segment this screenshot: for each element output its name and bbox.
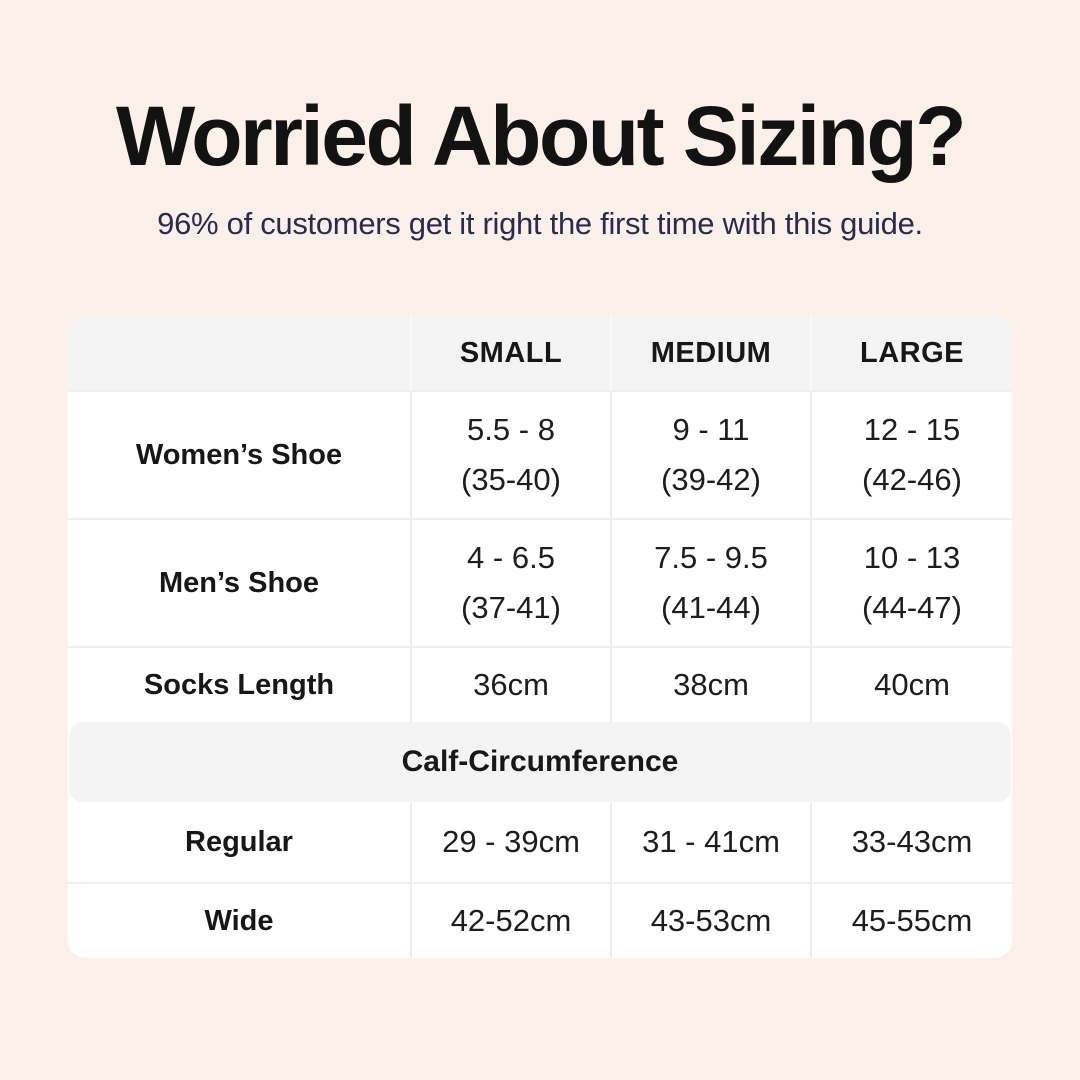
value-primary: 5.5 - 8	[467, 411, 555, 447]
value-primary: 12 - 15	[863, 411, 961, 447]
value-primary: 45-55cm	[851, 902, 973, 938]
cell-mens-large: 10 - 13 (44-47)	[810, 520, 1012, 646]
value-primary: 31 - 41cm	[642, 823, 780, 859]
cell-womens-small: 5.5 - 8 (35-40)	[410, 392, 610, 518]
cell-mens-small: 4 - 6.5 (37-41)	[410, 520, 610, 646]
cell-regular-small: 29 - 39cm	[410, 802, 610, 882]
row-label-wide: Wide	[204, 904, 274, 937]
section-header-calf-circumference: Calf-Circumference	[69, 722, 1011, 802]
cell-socks-medium: 38cm	[610, 648, 810, 722]
cell-socks-small: 36cm	[410, 648, 610, 722]
page-title: Worried About Sizing?	[115, 89, 967, 183]
row-label-mens-shoe: Men’s Shoe	[158, 566, 320, 599]
value-primary: 9 - 11	[672, 411, 750, 447]
page-subtitle: 96% of customers get it right the first …	[157, 206, 923, 241]
column-header-large: LARGE	[810, 316, 1012, 390]
value-primary: 4 - 6.5	[467, 539, 555, 575]
table-row-wide: Wide 42-52cm 43-53cm 45-55cm	[68, 882, 1012, 958]
column-header-medium: MEDIUM	[610, 316, 810, 390]
row-label-womens-shoe: Women’s Shoe	[135, 438, 343, 471]
value-secondary: (39-42)	[661, 462, 761, 497]
cell-mens-medium: 7.5 - 9.5 (41-44)	[610, 520, 810, 646]
cell-regular-medium: 31 - 41cm	[610, 802, 810, 882]
value-primary: 29 - 39cm	[442, 823, 580, 859]
cell-regular-large: 33-43cm	[810, 802, 1012, 882]
value-secondary: (37-41)	[461, 590, 561, 625]
table-row-regular: Regular 29 - 39cm 31 - 41cm 33-43cm	[68, 802, 1012, 882]
row-label-socks-length: Socks Length	[143, 668, 335, 701]
cell-womens-large: 12 - 15 (42-46)	[810, 392, 1012, 518]
value-primary: 38cm	[673, 666, 749, 702]
table-row-socks-length: Socks Length 36cm 38cm 40cm	[68, 646, 1012, 722]
table-header-row: SMALL MEDIUM LARGE	[68, 316, 1012, 390]
cell-womens-medium: 9 - 11 (39-42)	[610, 392, 810, 518]
value-secondary: (41-44)	[661, 590, 761, 625]
table-row-womens-shoe: Women’s Shoe 5.5 - 8 (35-40) 9 - 11 (39-…	[68, 390, 1012, 518]
table-row-mens-shoe: Men’s Shoe 4 - 6.5 (37-41) 7.5 - 9.5 (41…	[68, 518, 1012, 646]
value-secondary: (44-47)	[862, 590, 962, 625]
cell-wide-medium: 43-53cm	[610, 884, 810, 958]
value-primary: 36cm	[473, 666, 549, 702]
cell-wide-small: 42-52cm	[410, 884, 610, 958]
value-secondary: (35-40)	[461, 462, 561, 497]
cell-wide-large: 45-55cm	[810, 884, 1012, 958]
column-header-small: SMALL	[410, 316, 610, 390]
value-primary: 42-52cm	[450, 902, 572, 938]
cell-socks-large: 40cm	[810, 648, 1012, 722]
table-header-empty-cell	[68, 316, 410, 390]
value-primary: 43-53cm	[650, 902, 772, 938]
value-primary: 40cm	[874, 666, 950, 702]
value-primary: 10 - 13	[863, 539, 961, 575]
value-primary: 33-43cm	[851, 823, 973, 859]
size-chart-table: SMALL MEDIUM LARGE Women’s Shoe 5.5 - 8 …	[68, 316, 1012, 958]
value-primary: 7.5 - 9.5	[654, 539, 768, 575]
value-secondary: (42-46)	[862, 462, 962, 497]
row-label-regular: Regular	[185, 825, 293, 858]
section-title: Calf-Circumference	[401, 745, 679, 778]
